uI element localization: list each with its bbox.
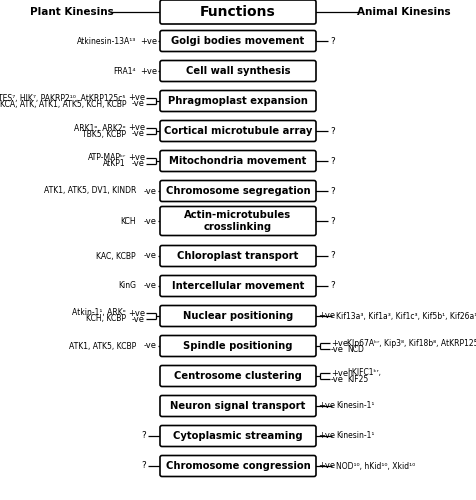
Text: ?: ? xyxy=(330,156,335,166)
Text: -ve: -ve xyxy=(144,216,157,226)
Text: -ve: -ve xyxy=(144,252,157,260)
FancyBboxPatch shape xyxy=(160,180,316,202)
FancyBboxPatch shape xyxy=(160,90,316,112)
Text: -ve: -ve xyxy=(331,374,344,384)
Text: KIF25: KIF25 xyxy=(347,374,368,384)
FancyBboxPatch shape xyxy=(160,426,316,446)
Text: Cortical microtubule array: Cortical microtubule array xyxy=(164,126,312,136)
Text: Intercellular movement: Intercellular movement xyxy=(172,281,304,291)
FancyBboxPatch shape xyxy=(160,0,316,24)
Text: Plant Kinesins: Plant Kinesins xyxy=(30,7,114,17)
Text: -ve: -ve xyxy=(144,342,157,350)
Text: KCH, KCBP: KCH, KCBP xyxy=(86,314,126,324)
Text: Chromosome segregation: Chromosome segregation xyxy=(166,186,310,196)
Text: ?: ? xyxy=(330,252,335,260)
Text: ?: ? xyxy=(141,462,146,470)
Text: Actin-microtubules
crosslinking: Actin-microtubules crosslinking xyxy=(184,210,292,232)
FancyBboxPatch shape xyxy=(160,306,316,326)
FancyBboxPatch shape xyxy=(160,246,316,266)
Text: ARK1ᵒ, ARK2ᵒ: ARK1ᵒ, ARK2ᵒ xyxy=(74,124,126,132)
Text: KCH: KCH xyxy=(120,216,136,226)
Text: hKIFC1ᵏʳ,: hKIFC1ᵏʳ, xyxy=(347,368,381,378)
Text: -ve: -ve xyxy=(144,186,157,196)
Text: Kinesin-1¹: Kinesin-1¹ xyxy=(336,402,375,410)
FancyBboxPatch shape xyxy=(160,60,316,82)
Text: +ve: +ve xyxy=(318,402,335,410)
Text: +ve: +ve xyxy=(318,462,335,470)
Text: Cytoplasmic streaming: Cytoplasmic streaming xyxy=(173,431,303,441)
Text: Nuclear positioning: Nuclear positioning xyxy=(183,311,293,321)
Text: Functions: Functions xyxy=(200,5,276,19)
Text: ?: ? xyxy=(330,186,335,196)
Text: +ve: +ve xyxy=(128,124,145,132)
Text: Cell wall synthesis: Cell wall synthesis xyxy=(186,66,290,76)
Text: ?: ? xyxy=(141,432,146,440)
FancyBboxPatch shape xyxy=(160,366,316,386)
Text: Centrosome clustering: Centrosome clustering xyxy=(174,371,302,381)
Text: ?: ? xyxy=(330,282,335,290)
Text: Chromosome congression: Chromosome congression xyxy=(166,461,310,471)
Text: Atkinesin-13A¹³: Atkinesin-13A¹³ xyxy=(77,36,136,46)
Text: AtKP1: AtKP1 xyxy=(103,160,126,168)
Text: Kif13a³, Kif1a³, Kif1c³, Kif5b¹, Kif26a¹¹: Kif13a³, Kif1a³, Kif1c³, Kif5b¹, Kif26a¹… xyxy=(336,312,476,320)
Text: NCD: NCD xyxy=(347,344,364,354)
FancyBboxPatch shape xyxy=(160,396,316,416)
FancyBboxPatch shape xyxy=(160,336,316,356)
Text: -ve: -ve xyxy=(144,282,157,290)
Text: -ve: -ve xyxy=(132,314,145,324)
FancyBboxPatch shape xyxy=(160,30,316,52)
Text: KCA, ATK, ATK1, ATK5, KCH, KCBP: KCA, ATK, ATK1, ATK5, KCH, KCBP xyxy=(0,100,126,108)
Text: +ve: +ve xyxy=(318,432,335,440)
Text: ?: ? xyxy=(330,126,335,136)
Text: +ve: +ve xyxy=(318,312,335,320)
Text: Kinesin-1¹: Kinesin-1¹ xyxy=(336,432,375,440)
Text: ?: ? xyxy=(330,216,335,226)
Text: ATK1, ATK5, KCBP: ATK1, ATK5, KCBP xyxy=(69,342,136,350)
Text: Animal Kinesins: Animal Kinesins xyxy=(357,7,451,17)
FancyBboxPatch shape xyxy=(160,150,316,172)
Text: +ve: +ve xyxy=(140,66,157,76)
FancyBboxPatch shape xyxy=(160,276,316,296)
Text: FRA1⁴: FRA1⁴ xyxy=(113,66,136,76)
Text: Golgi bodies movement: Golgi bodies movement xyxy=(171,36,305,46)
Text: Phragmoplast expansion: Phragmoplast expansion xyxy=(168,96,308,106)
Text: +ve: +ve xyxy=(128,94,145,102)
FancyBboxPatch shape xyxy=(160,206,316,236)
FancyBboxPatch shape xyxy=(160,456,316,476)
FancyBboxPatch shape xyxy=(160,120,316,142)
Text: Neuron signal transport: Neuron signal transport xyxy=(170,401,306,411)
Text: +ve: +ve xyxy=(331,368,348,378)
Text: +ve: +ve xyxy=(128,308,145,318)
Text: ?: ? xyxy=(330,36,335,46)
Text: Spindle positioning: Spindle positioning xyxy=(183,341,293,351)
Text: Klp67Aᵏʳ, Kip3⁸, Kif18b⁸, AtKRP125c⁵,  XMAP215⁸, DIS1ᵏʳ: Klp67Aᵏʳ, Kip3⁸, Kif18b⁸, AtKRP125c⁵, XM… xyxy=(347,338,476,347)
Text: -ve: -ve xyxy=(132,160,145,168)
Text: KAC, KCBP: KAC, KCBP xyxy=(96,252,136,260)
Text: KinG: KinG xyxy=(118,282,136,290)
Text: ATK1, ATK5, DV1, KINDR: ATK1, ATK5, DV1, KINDR xyxy=(44,186,136,196)
Text: Chloroplast transport: Chloroplast transport xyxy=(178,251,298,261)
Text: -ve: -ve xyxy=(331,344,344,354)
Text: +ve: +ve xyxy=(140,36,157,46)
Text: ATP-MAPᵏʳ: ATP-MAPᵏʳ xyxy=(88,154,126,162)
Text: TBK5, KCBP: TBK5, KCBP xyxy=(82,130,126,138)
Text: TES⁷, HIK⁷, PAKRP2¹⁰, AtKRP125c⁵: TES⁷, HIK⁷, PAKRP2¹⁰, AtKRP125c⁵ xyxy=(0,94,126,102)
Text: +ve: +ve xyxy=(128,154,145,162)
Text: NOD¹⁰, hKid¹⁰, Xkid¹⁰: NOD¹⁰, hKid¹⁰, Xkid¹⁰ xyxy=(336,462,415,470)
Text: +ve: +ve xyxy=(331,338,348,347)
Text: -ve: -ve xyxy=(132,130,145,138)
Text: Atkin-1¹, ARKᵒ: Atkin-1¹, ARKᵒ xyxy=(72,308,126,318)
Text: -ve: -ve xyxy=(132,100,145,108)
Text: Mitochondria movement: Mitochondria movement xyxy=(169,156,307,166)
